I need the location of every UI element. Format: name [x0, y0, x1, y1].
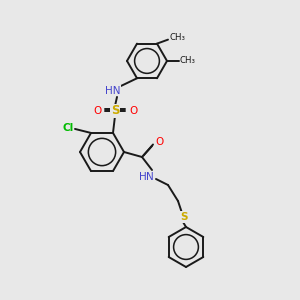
- Text: O: O: [129, 106, 137, 116]
- Text: Cl: Cl: [62, 123, 74, 133]
- Text: S: S: [180, 212, 188, 222]
- Text: HN: HN: [105, 86, 121, 96]
- Text: H: H: [139, 172, 147, 182]
- Text: S: S: [111, 104, 119, 117]
- Text: N: N: [146, 172, 154, 182]
- Text: O: O: [93, 106, 101, 116]
- Text: CH₃: CH₃: [169, 33, 185, 42]
- Text: CH₃: CH₃: [180, 56, 196, 65]
- Text: O: O: [155, 137, 163, 147]
